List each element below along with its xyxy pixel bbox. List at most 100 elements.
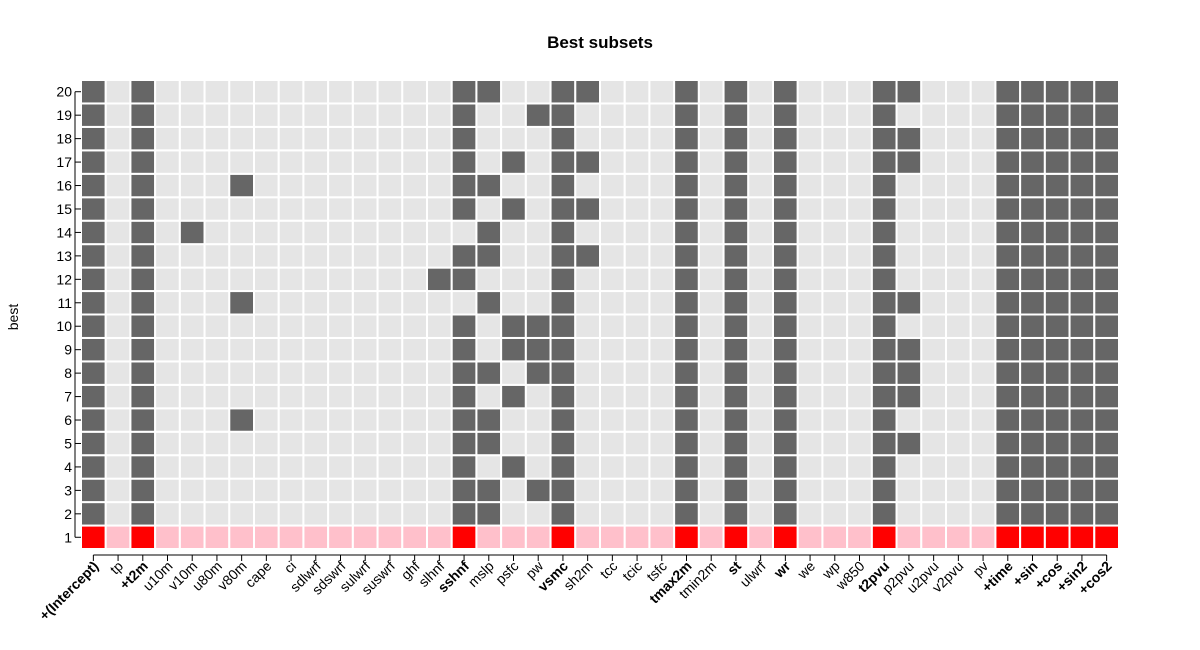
heatmap-cell-8-29 (796, 360, 824, 386)
heatmap-cell-8-10 (327, 360, 354, 386)
heatmap-cell-8-20 (574, 360, 601, 386)
heatmap-cell-11-34 (920, 290, 947, 316)
heatmap-cell-5-4 (178, 430, 206, 457)
heatmap-cell-1-24 (673, 524, 700, 550)
y-tick-label-5: 5 (64, 435, 72, 451)
heatmap-cell-18-19 (549, 125, 577, 152)
heatmap-cell-15-37 (994, 196, 1022, 222)
heatmap-cell-6-31 (846, 407, 873, 433)
heatmap-cell-10-17 (500, 313, 527, 339)
heatmap-cell-17-1 (104, 149, 132, 175)
heatmap-cell-17-7 (253, 149, 280, 175)
heatmap-cell-17-34 (920, 149, 947, 175)
heatmap-cell-3-27 (747, 477, 774, 504)
heatmap-cell-2-31 (846, 501, 873, 527)
heatmap-cell-15-21 (599, 196, 626, 222)
heatmap-cell-5-24 (673, 430, 700, 457)
heatmap-cell-9-40 (1068, 336, 1096, 363)
heatmap-cell-20-0 (80, 79, 107, 105)
heatmap-cell-8-26 (722, 360, 750, 386)
heatmap-cell-5-37 (994, 430, 1022, 457)
heatmap-cell-5-7 (253, 430, 280, 457)
heatmap-cell-2-25 (697, 501, 725, 527)
heatmap-cell-17-28 (772, 149, 799, 175)
heatmap-cell-10-38 (1019, 313, 1046, 339)
heatmap-cell-8-22 (623, 360, 651, 386)
heatmap-cell-2-4 (178, 501, 206, 527)
heatmap-cell-18-40 (1068, 125, 1096, 152)
heatmap-cell-19-23 (648, 102, 676, 128)
heatmap-cell-17-10 (327, 149, 354, 175)
heatmap-cell-5-3 (154, 430, 181, 457)
heatmap-cell-12-40 (1068, 266, 1096, 293)
heatmap-cell-5-19 (549, 430, 577, 457)
y-tick-label-13: 13 (56, 248, 72, 264)
heatmap-cell-16-8 (277, 172, 305, 199)
heatmap-cell-18-12 (376, 125, 404, 152)
heatmap-cell-16-14 (426, 172, 453, 199)
heatmap-cell-20-23 (648, 79, 676, 105)
heatmap-cell-9-1 (104, 336, 132, 363)
heatmap-cell-12-6 (228, 266, 255, 293)
heatmap-cell-19-38 (1019, 102, 1046, 128)
heatmap-cell-19-20 (574, 102, 601, 128)
heatmap-cell-20-36 (969, 79, 997, 105)
heatmap-cell-20-17 (500, 79, 527, 105)
heatmap-cell-14-0 (80, 219, 107, 246)
heatmap-cell-9-6 (228, 336, 255, 363)
heatmap-cell-7-15 (450, 383, 478, 410)
heatmap-cell-12-16 (475, 266, 503, 293)
heatmap-cell-13-1 (104, 243, 132, 269)
y-tick-label-1: 1 (64, 529, 72, 545)
heatmap-cell-8-34 (920, 360, 947, 386)
heatmap-cell-12-3 (154, 266, 181, 293)
heatmap-cell-2-17 (500, 501, 527, 527)
heatmap-cell-8-38 (1019, 360, 1046, 386)
heatmap-cell-4-31 (846, 454, 873, 480)
heatmap-cell-14-6 (228, 219, 255, 246)
x-tick-label-16: mslp (465, 558, 497, 590)
heatmap-cell-10-10 (327, 313, 354, 339)
heatmap-cell-6-6 (228, 407, 255, 433)
heatmap-cell-16-29 (796, 172, 824, 199)
x-tick-label-21: tcc (597, 558, 621, 582)
heatmap-cell-4-18 (524, 454, 552, 480)
heatmap-cell-5-29 (796, 430, 824, 457)
heatmap-cell-7-0 (80, 383, 107, 410)
heatmap-cell-9-17 (500, 336, 527, 363)
heatmap-cell-19-34 (920, 102, 947, 128)
heatmap-cell-6-3 (154, 407, 181, 433)
heatmap-cell-5-16 (475, 430, 503, 457)
heatmap-cell-1-21 (599, 524, 626, 550)
heatmap-cell-11-35 (945, 290, 972, 316)
heatmap-cell-16-10 (327, 172, 354, 199)
heatmap-cell-8-30 (821, 360, 849, 386)
heatmap-cell-2-2 (129, 501, 157, 527)
heatmap-cell-19-6 (228, 102, 255, 128)
heatmap-cell-7-11 (351, 383, 379, 410)
heatmap-cell-3-21 (599, 477, 626, 504)
heatmap-cell-18-22 (623, 125, 651, 152)
heatmap-cell-17-29 (796, 149, 824, 175)
heatmap-cell-8-31 (846, 360, 873, 386)
heatmap-cell-9-5 (203, 336, 231, 363)
heatmap-cell-19-9 (302, 102, 330, 128)
heatmap-cell-2-18 (524, 501, 552, 527)
heatmap-cell-12-22 (623, 266, 651, 293)
heatmap-cell-12-35 (945, 266, 972, 293)
heatmap-cell-10-13 (401, 313, 429, 339)
heatmap-cell-15-18 (524, 196, 552, 222)
y-tick-label-11: 11 (57, 295, 72, 311)
heatmap-cell-19-32 (870, 102, 898, 128)
heatmap-cell-8-4 (178, 360, 206, 386)
heatmap-cell-19-30 (821, 102, 849, 128)
heatmap-cell-11-6 (228, 290, 255, 316)
heatmap-cell-4-9 (302, 454, 330, 480)
heatmap-cell-11-20 (574, 290, 601, 316)
heatmap-cell-6-26 (722, 407, 750, 433)
heatmap-cell-11-29 (796, 290, 824, 316)
heatmap-cell-12-20 (574, 266, 601, 293)
heatmap-cell-14-5 (203, 219, 231, 246)
heatmap-cell-18-28 (772, 125, 799, 152)
